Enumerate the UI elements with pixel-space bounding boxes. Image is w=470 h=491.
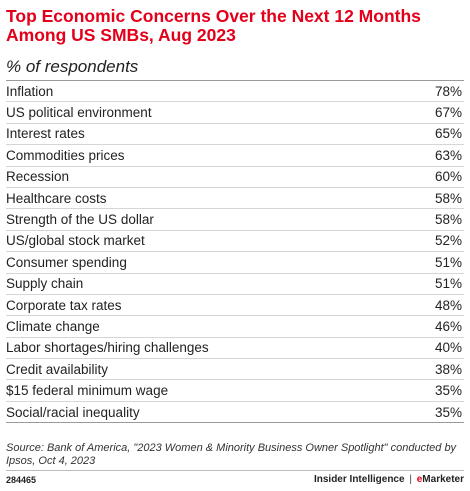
row-value: 35% xyxy=(434,404,462,420)
table-row: Healthcare costs 58% xyxy=(6,188,464,210)
row-value: 52% xyxy=(434,233,462,249)
brand-emarketer-e: e xyxy=(416,474,423,485)
row-value: 67% xyxy=(434,105,462,121)
table-row: Social/racial inequality 35% xyxy=(6,402,464,424)
row-label: Healthcare costs xyxy=(6,190,107,206)
table-row: Strength of the US dollar 58% xyxy=(6,209,464,231)
table-row: Corporate tax rates 48% xyxy=(6,295,464,317)
table-row: Climate change 46% xyxy=(6,316,464,338)
row-label: $15 federal minimum wage xyxy=(6,383,169,399)
table-row: US/global stock market 52% xyxy=(6,231,464,253)
chart-subtitle: % of respondents xyxy=(6,57,139,76)
row-label: Commodities prices xyxy=(6,147,125,163)
brand-credit: Insider Intelligence | eMarketer xyxy=(314,474,464,485)
row-value: 48% xyxy=(434,297,462,313)
data-table: Inflation 78% US political environment 67% I… xyxy=(6,80,464,424)
brand-emarketer: Marketer xyxy=(422,474,464,485)
row-label: Credit availability xyxy=(6,361,109,377)
row-value: 51% xyxy=(434,254,462,270)
table-row: Inflation 78% xyxy=(6,81,464,103)
table-row: Consumer spending 51% xyxy=(6,252,464,274)
row-value: 63% xyxy=(434,147,462,163)
row-value: 60% xyxy=(434,169,462,185)
table-row: Labor shortages/hiring challenges 40% xyxy=(6,338,464,360)
row-label: US political environment xyxy=(6,105,152,121)
row-label: Supply chain xyxy=(6,276,84,292)
row-label: Labor shortages/hiring challenges xyxy=(6,340,209,356)
row-value: 51% xyxy=(434,276,462,292)
table-row: Supply chain 51% xyxy=(6,274,464,295)
row-label: Corporate tax rates xyxy=(6,297,122,313)
table-row: Interest rates 65% xyxy=(6,124,464,146)
row-value: 65% xyxy=(434,126,462,142)
row-label: US/global stock market xyxy=(6,233,145,249)
table-row: $15 federal minimum wage 35% xyxy=(6,380,464,402)
row-value: 78% xyxy=(434,83,462,99)
row-label: Inflation xyxy=(6,83,54,99)
brand-insider-intelligence: Insider Intelligence xyxy=(313,474,405,485)
row-value: 40% xyxy=(434,340,462,356)
row-value: 35% xyxy=(434,383,462,399)
table-row: Credit availability 38% xyxy=(6,359,464,381)
row-label: Interest rates xyxy=(6,126,85,142)
row-value: 58% xyxy=(434,212,462,228)
row-label: Climate change xyxy=(6,318,100,334)
row-value: 46% xyxy=(434,318,462,334)
row-label: Strength of the US dollar xyxy=(6,212,154,228)
row-label: Social/racial inequality xyxy=(6,404,140,420)
table-row: Commodities prices 63% xyxy=(6,145,464,167)
table-row: US political environment 67% xyxy=(6,102,464,124)
footer-divider xyxy=(6,470,464,471)
brand-separator: | xyxy=(409,474,412,485)
source-note: Source: Bank of America, "2023 Women & M… xyxy=(6,442,457,467)
chart-title: Top Economic Concerns Over the Next 12 M… xyxy=(6,6,421,45)
table-row: Recession 60% xyxy=(6,167,464,188)
row-label: Consumer spending xyxy=(6,254,127,270)
row-value: 38% xyxy=(434,361,462,377)
chart-id: 284465 xyxy=(6,475,37,485)
row-value: 58% xyxy=(434,190,462,206)
row-label: Recession xyxy=(6,169,70,185)
